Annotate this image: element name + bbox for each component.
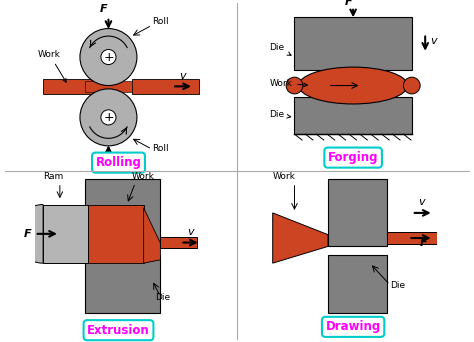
Circle shape — [101, 110, 116, 125]
Text: Roll: Roll — [152, 16, 169, 26]
Text: v: v — [179, 71, 185, 81]
Text: Work: Work — [273, 172, 296, 181]
Text: F: F — [100, 4, 107, 14]
Circle shape — [80, 89, 137, 146]
Text: Die: Die — [390, 281, 405, 290]
FancyBboxPatch shape — [132, 79, 199, 94]
Text: Extrusion: Extrusion — [87, 324, 150, 337]
FancyBboxPatch shape — [85, 255, 160, 313]
Text: Work: Work — [38, 50, 66, 82]
Text: F: F — [24, 229, 31, 239]
Text: Ram: Ram — [43, 172, 64, 181]
Ellipse shape — [286, 77, 303, 94]
Text: Drawing: Drawing — [326, 320, 381, 333]
Circle shape — [80, 29, 137, 86]
FancyBboxPatch shape — [88, 205, 144, 263]
Text: F: F — [344, 0, 352, 7]
Polygon shape — [273, 213, 328, 263]
Text: v: v — [430, 36, 437, 45]
FancyBboxPatch shape — [43, 79, 93, 94]
Text: Work: Work — [269, 79, 307, 88]
Text: v: v — [419, 197, 425, 207]
Text: Die: Die — [155, 293, 171, 302]
Text: Forging: Forging — [328, 151, 378, 164]
Text: Die: Die — [269, 110, 291, 119]
Text: +: + — [103, 111, 114, 124]
FancyBboxPatch shape — [85, 80, 132, 92]
Text: Rolling: Rolling — [96, 156, 141, 169]
Text: F: F — [419, 238, 428, 248]
FancyBboxPatch shape — [328, 179, 387, 246]
FancyBboxPatch shape — [85, 179, 160, 246]
Text: v: v — [187, 227, 194, 237]
Text: Die: Die — [269, 43, 291, 55]
Text: +: + — [103, 51, 114, 64]
FancyBboxPatch shape — [387, 232, 437, 244]
Ellipse shape — [403, 77, 420, 94]
Text: Work: Work — [132, 172, 155, 181]
Text: Roll: Roll — [152, 144, 169, 153]
FancyBboxPatch shape — [294, 97, 412, 134]
Ellipse shape — [299, 67, 408, 104]
FancyBboxPatch shape — [328, 255, 387, 313]
Polygon shape — [144, 208, 160, 263]
FancyBboxPatch shape — [294, 17, 412, 70]
Text: F: F — [100, 156, 107, 166]
FancyBboxPatch shape — [43, 205, 88, 263]
Wedge shape — [14, 205, 43, 263]
Circle shape — [101, 50, 116, 65]
FancyBboxPatch shape — [160, 237, 197, 248]
